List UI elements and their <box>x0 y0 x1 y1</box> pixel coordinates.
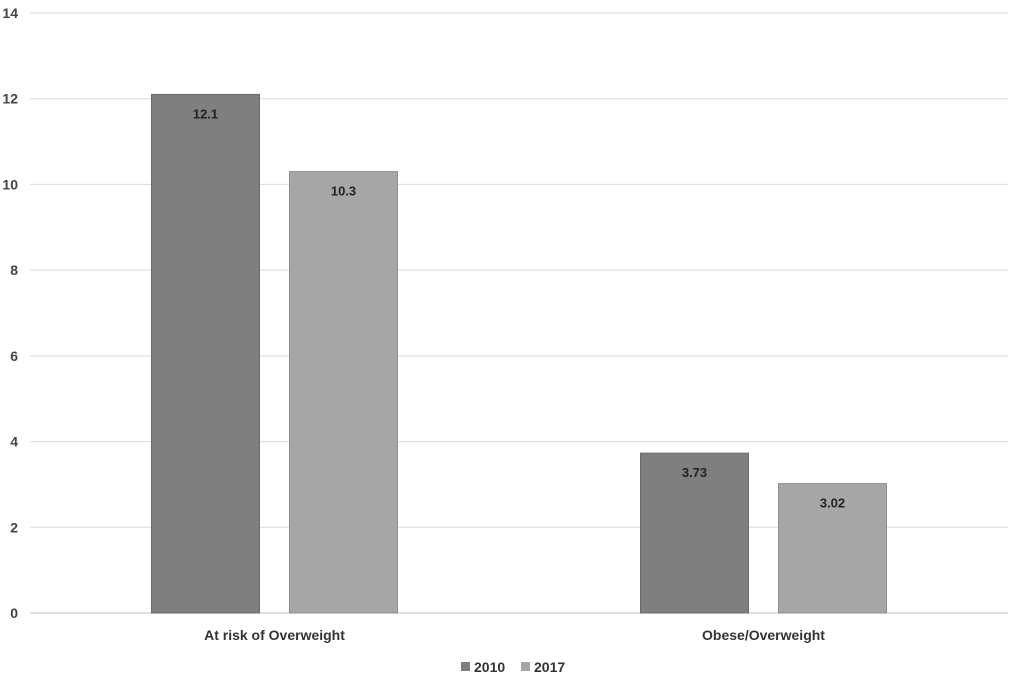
legend-swatch <box>461 662 470 671</box>
legend-label: 2017 <box>534 659 565 675</box>
bar-2010-1 <box>151 93 260 614</box>
y-axis-tick-labels: 0 2 4 6 8 10 12 14 <box>2 5 18 621</box>
y-tick-label: 12 <box>2 91 18 107</box>
legend: 2010 2017 <box>461 659 565 675</box>
bars <box>151 93 887 614</box>
y-tick-label: 6 <box>10 348 18 364</box>
bar-2010-2 <box>640 452 749 614</box>
y-tick-label: 2 <box>10 519 18 535</box>
y-tick-label: 0 <box>10 605 18 621</box>
data-labels: 12.1 10.3 3.73 3.02 <box>193 106 845 510</box>
y-tick-label: 4 <box>10 434 18 450</box>
y-tick-label: 14 <box>2 5 18 21</box>
data-label-2017-2: 3.02 <box>820 496 845 511</box>
data-label-2010-2: 3.73 <box>682 465 707 480</box>
category-label: Obese/Overweight <box>702 627 825 643</box>
y-tick-label: 10 <box>2 176 18 192</box>
data-label-2010-1: 12.1 <box>193 106 218 121</box>
legend-swatch <box>521 662 530 671</box>
legend-label: 2010 <box>474 659 505 675</box>
bar-2017-2 <box>778 483 887 614</box>
x-axis-category-labels: At risk of Overweight Obese/Overweight <box>204 627 825 643</box>
legend-item-2017: 2017 <box>521 659 565 675</box>
category-label: At risk of Overweight <box>204 627 345 643</box>
data-label-2017-1: 10.3 <box>331 184 356 199</box>
y-tick-label: 8 <box>10 262 18 278</box>
legend-item-2010: 2010 <box>461 659 505 675</box>
bar-2017-1 <box>289 171 398 614</box>
